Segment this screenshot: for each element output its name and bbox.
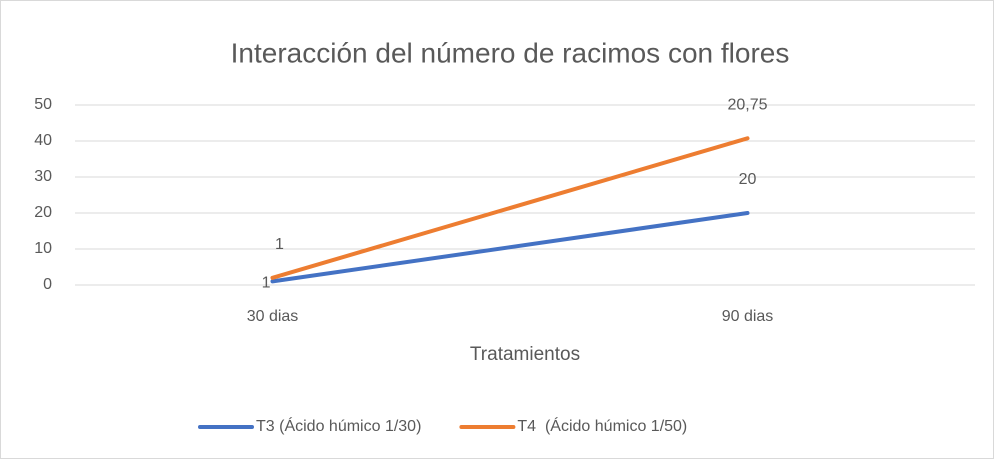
- data-label: 20,75: [727, 97, 767, 114]
- y-tick-label: 10: [34, 240, 52, 257]
- legend-label: T4 (Ácido húmico 1/50): [517, 416, 687, 435]
- data-label: 1: [275, 236, 284, 253]
- x-tick-label: 90 dias: [722, 308, 774, 325]
- y-tick-label: 50: [34, 96, 52, 113]
- legend-label: T3 (Ácido húmico 1/30): [256, 416, 421, 435]
- y-tick-label: 20: [34, 204, 52, 221]
- series-line: [270, 211, 750, 284]
- x-axis-title: Tratamientos: [470, 344, 580, 365]
- series-line: [270, 136, 750, 280]
- x-tick-label: 30 dias: [247, 308, 299, 325]
- y-tick-label: 0: [43, 276, 52, 293]
- data-label: 1: [262, 275, 271, 292]
- y-tick-label: 40: [34, 132, 52, 149]
- y-tick-label: 30: [34, 168, 52, 185]
- data-label: 20: [739, 171, 757, 188]
- chart-title: Interacción del número de racimos con fl…: [231, 37, 790, 68]
